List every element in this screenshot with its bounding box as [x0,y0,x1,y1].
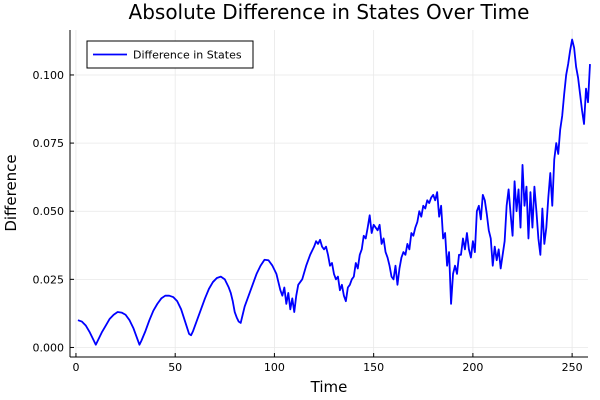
y-axis-title: Difference [2,154,20,231]
y-tick-label: 0.025 [33,273,65,286]
series-line [77,38,591,346]
series-layer [77,38,591,346]
legend-label: Difference in States [133,49,242,62]
axes: 0 50 100 150 200 250 0.000 0.025 0.050 0.075 0.100 [33,30,588,374]
chart-title: Absolute Difference in States Over Time [129,0,530,24]
y-tick-label: 0.100 [33,69,65,82]
legend: Difference in States [86,40,254,69]
y-tick-label: 0.050 [33,205,65,218]
x-axis-title: Time [310,378,348,396]
x-tick-label: 150 [363,361,384,374]
x-tick-label: 100 [264,361,285,374]
x-tick-label: 0 [72,361,79,374]
x-tick-label: 250 [562,361,583,374]
y-tick-label: 0.075 [33,137,65,150]
y-tick-label: 0.000 [33,341,65,354]
x-tick-label: 50 [168,361,182,374]
grid [70,30,588,357]
x-tick-label: 200 [462,361,483,374]
